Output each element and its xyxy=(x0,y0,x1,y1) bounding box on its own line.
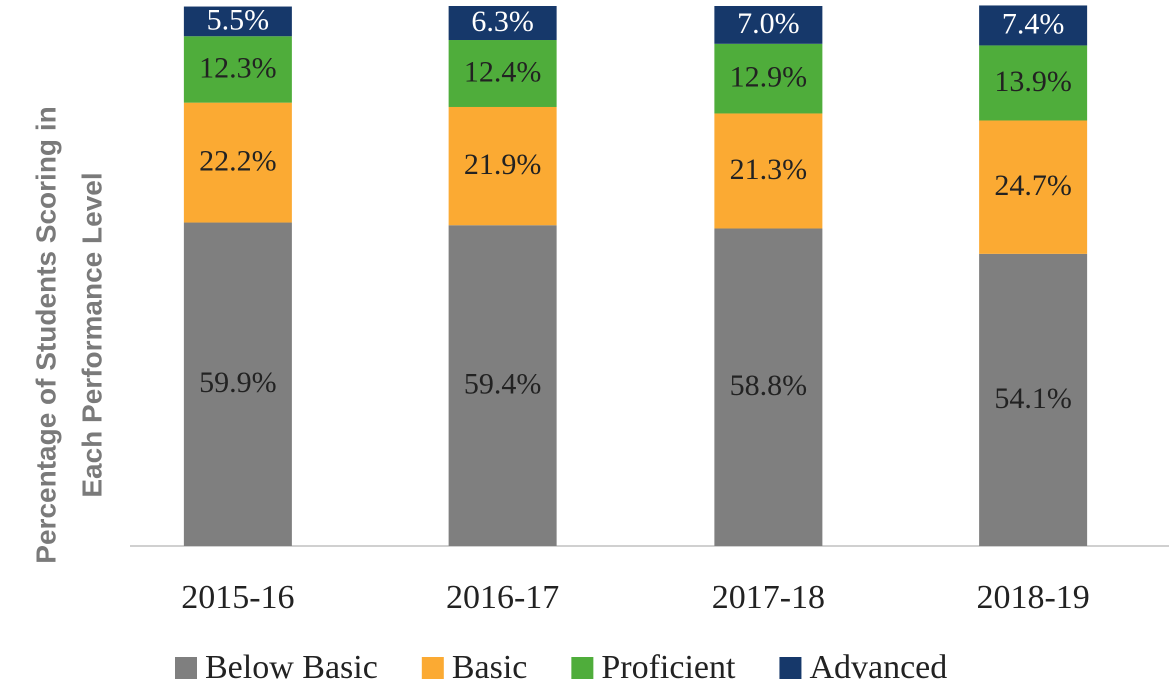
bar-segment xyxy=(183,36,292,103)
data-label: 12.9% xyxy=(730,61,808,94)
bar-segment xyxy=(448,40,557,107)
data-label: 24.7% xyxy=(994,169,1072,202)
bar-segment xyxy=(448,6,557,41)
y-axis-label: Percentage of Students Scoring in xyxy=(30,106,61,563)
bar-segment xyxy=(183,102,292,223)
data-label: 5.5% xyxy=(207,3,270,36)
data-label: 59.9% xyxy=(199,366,277,399)
data-label: 7.4% xyxy=(1002,7,1065,40)
data-label: 54.1% xyxy=(994,382,1072,415)
bar-segment xyxy=(714,6,823,44)
x-tick-label: 2018-19 xyxy=(976,579,1089,616)
x-tick-label: 2015-16 xyxy=(181,579,294,616)
legend-swatch xyxy=(779,657,802,679)
legend-swatch xyxy=(421,657,444,679)
data-label: 22.2% xyxy=(199,144,277,177)
data-label: 7.0% xyxy=(737,7,800,40)
bar-segment xyxy=(979,5,1088,46)
x-tick-label: 2016-17 xyxy=(446,579,559,616)
y-axis-label: Each Performance Level xyxy=(76,172,107,497)
legend-label: Proficient xyxy=(601,649,736,686)
bar-segment xyxy=(979,45,1088,121)
bar-segment xyxy=(183,222,292,547)
data-label: 6.3% xyxy=(471,5,534,38)
bar-segment xyxy=(714,228,823,547)
bar-segment xyxy=(448,106,557,226)
bar-segment xyxy=(448,225,557,547)
data-label: 21.3% xyxy=(730,153,808,186)
data-label: 58.8% xyxy=(730,369,808,402)
data-label: 59.4% xyxy=(464,368,542,401)
data-label: 12.3% xyxy=(199,51,277,84)
legend-label: Basic xyxy=(452,649,528,686)
bar-segment xyxy=(714,43,823,114)
x-tick-label: 2017-18 xyxy=(712,579,825,616)
legend-swatch xyxy=(571,657,594,679)
bar-segment xyxy=(979,253,1088,547)
data-label: 21.9% xyxy=(464,148,542,181)
data-label: 13.9% xyxy=(994,65,1072,98)
bar-segment xyxy=(979,120,1088,254)
legend-label: Advanced xyxy=(809,649,947,686)
bar-segment xyxy=(714,113,823,229)
data-label: 12.4% xyxy=(464,55,542,88)
legend-label: Below Basic xyxy=(205,649,378,686)
bar-segment xyxy=(183,6,292,37)
legend-swatch xyxy=(175,657,197,679)
